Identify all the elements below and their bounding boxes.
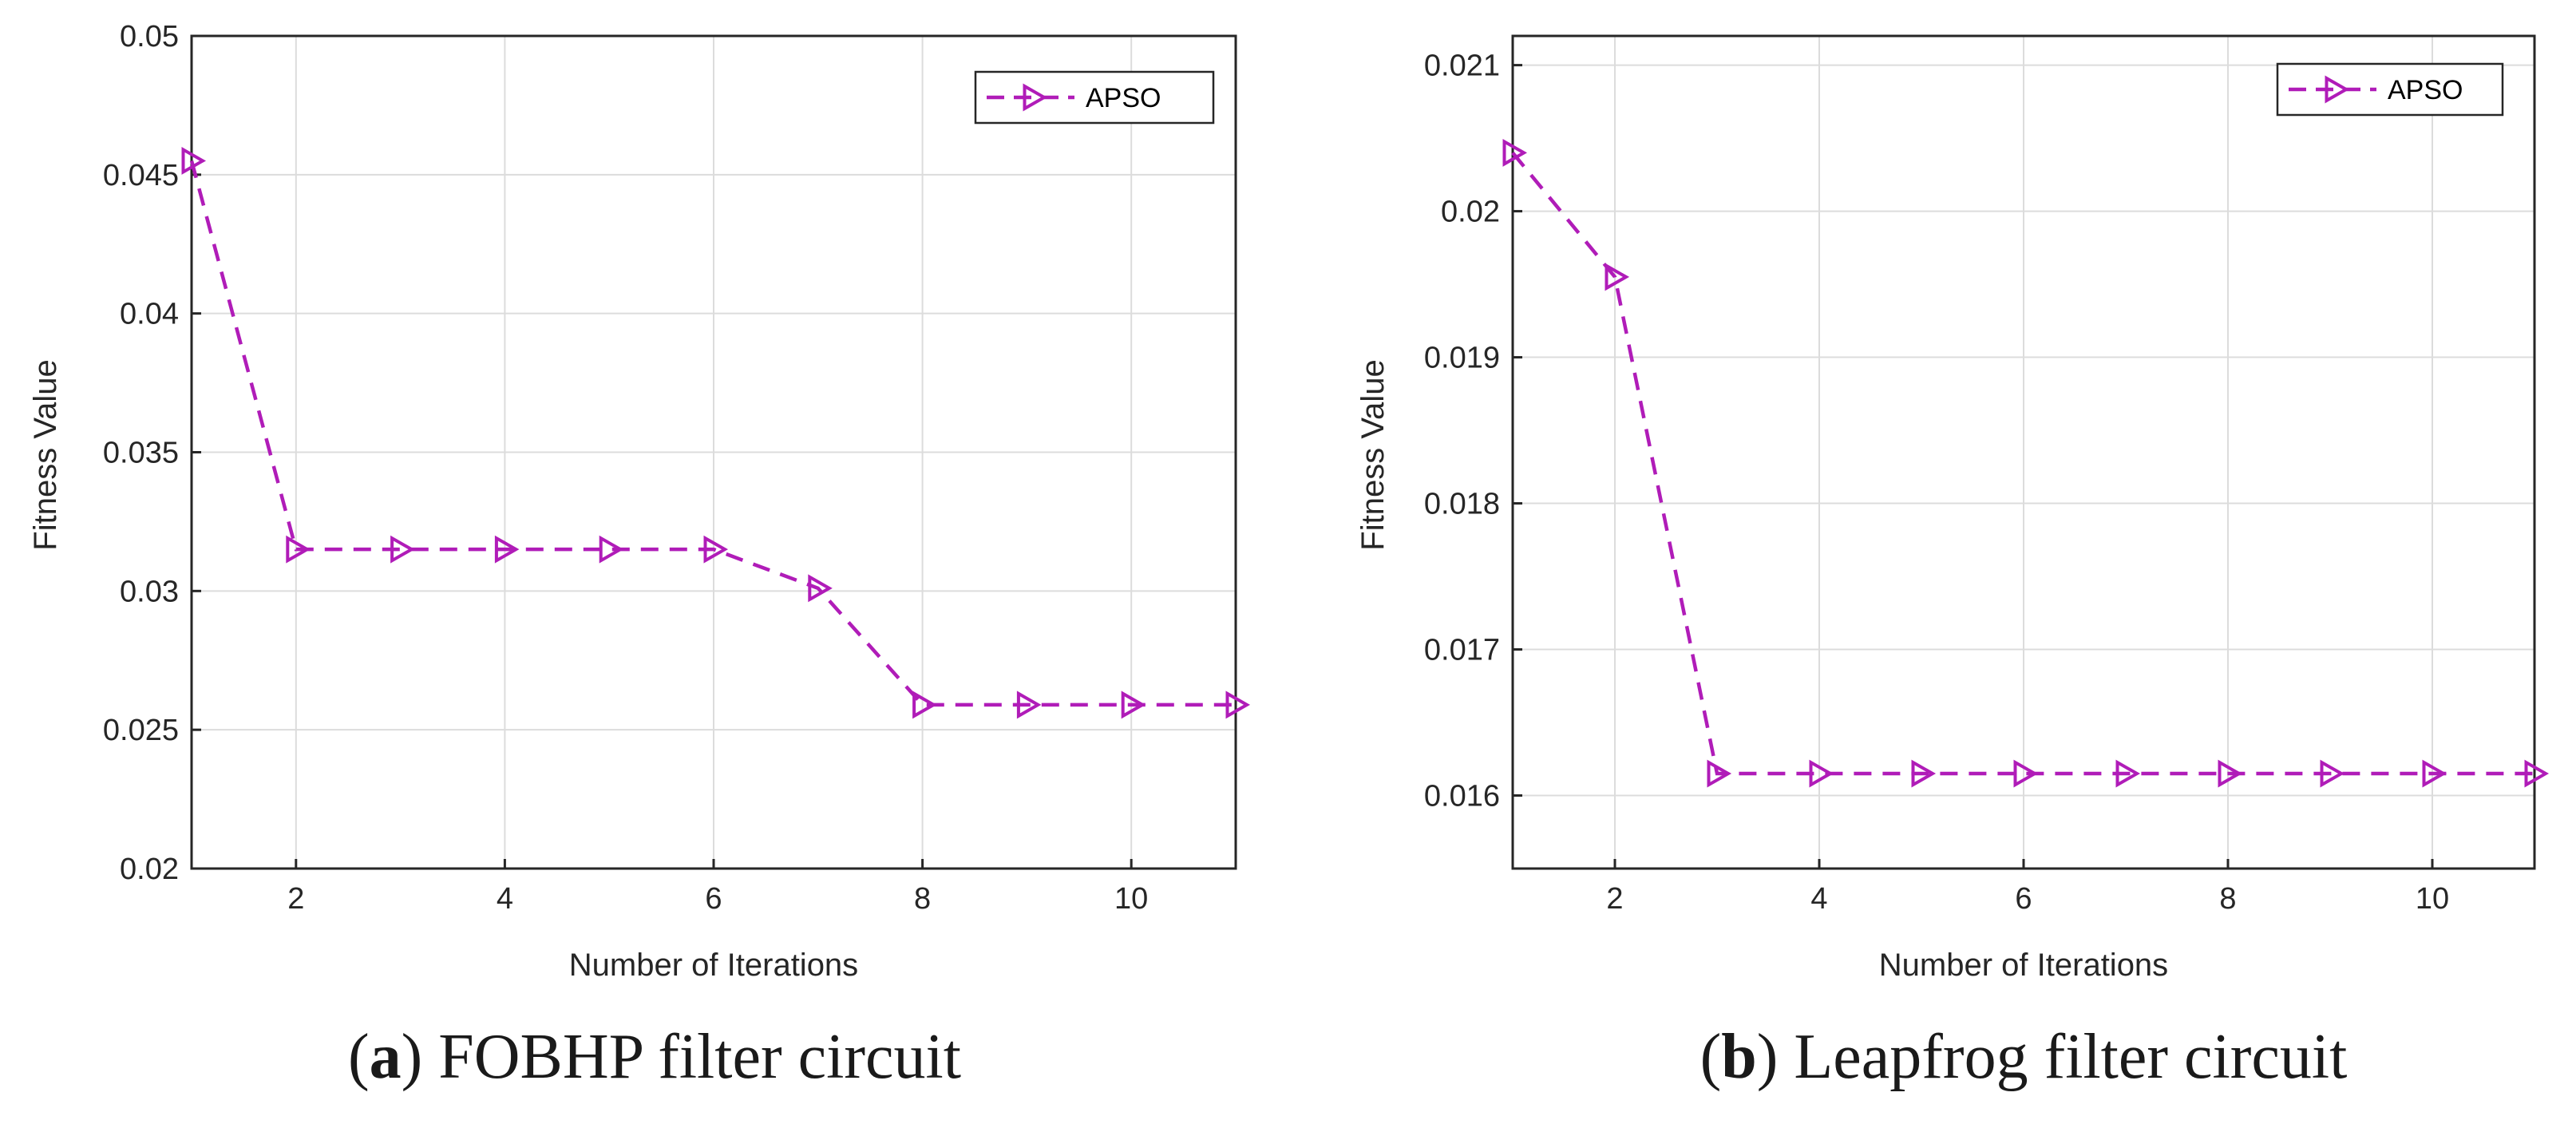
panel-b-y-tick-label: 0.016 bbox=[1424, 780, 1500, 813]
panel-a-series-line-apso bbox=[189, 160, 1236, 707]
panel-a-caption: (a) FOBHP filter circuit bbox=[348, 1022, 961, 1092]
panel-b-data-point bbox=[2218, 759, 2243, 788]
panel-a-legend: APSO bbox=[974, 70, 1215, 125]
panel-a-y-tick-label: 0.045 bbox=[103, 159, 179, 192]
panel-b-grid bbox=[1513, 36, 2534, 869]
panel-b-x-tick-label: 6 bbox=[2015, 882, 2032, 916]
panel-a-data-point bbox=[1016, 691, 1042, 719]
panel-a-data-point bbox=[808, 574, 833, 603]
panel-a-y-tick-label: 0.03 bbox=[120, 575, 179, 608]
panel-b-legend-label: APSO bbox=[2388, 75, 2463, 105]
panel-b-y-tick-label: 0.021 bbox=[1424, 49, 1500, 83]
panel-a-legend-label: APSO bbox=[1086, 83, 1161, 113]
panel-b-data-point bbox=[2013, 759, 2039, 788]
panel-b-series-line-apso bbox=[1511, 151, 2534, 776]
panel-b-y-tick-label: 0.018 bbox=[1424, 488, 1500, 521]
panel-a-x-tick-label: 4 bbox=[497, 882, 513, 916]
panel-a-data-point bbox=[703, 535, 729, 564]
panel-b-caption-letter: b bbox=[1721, 1022, 1757, 1092]
panel-b-legend-marker-sample bbox=[2325, 75, 2350, 104]
chart-panel-a: 2 4 6 8 10 0.02 0.025 0.03 0.035 0.04 0.045 0.05 Num… bbox=[28, 20, 1251, 1092]
panel-a-data-point bbox=[599, 535, 624, 564]
panel-b-legend-box bbox=[2276, 62, 2504, 117]
chart-panel-b: 2 4 6 8 10 0.016 0.017 0.018 0.019 0.02 0.021 Numbe… bbox=[1355, 34, 2550, 1092]
panel-b-y-tick-label: 0.019 bbox=[1424, 342, 1500, 375]
panel-a-data-point bbox=[1225, 691, 1251, 719]
panel-a-y-tick-label: 0.025 bbox=[103, 714, 179, 747]
panel-b-data-point bbox=[1911, 759, 1937, 788]
panel-a-data-point bbox=[1121, 691, 1146, 719]
panel-b-x-tick-label: 4 bbox=[1810, 882, 1827, 916]
panel-b-data-point bbox=[1707, 759, 1732, 788]
panel-a-data-point bbox=[286, 535, 311, 564]
panel-a-x-tick-label: 8 bbox=[914, 882, 931, 916]
panel-a-caption-letter: a bbox=[370, 1022, 402, 1092]
panel-a-y-tick-label: 0.05 bbox=[120, 20, 179, 53]
panel-b-data-point bbox=[2422, 759, 2447, 788]
panel-b-y-tick-label: 0.017 bbox=[1424, 634, 1500, 667]
panel-a-data-point bbox=[390, 535, 415, 564]
panel-b-data-point bbox=[2320, 759, 2345, 788]
panel-b-y-axis-label: Fitness Value bbox=[1355, 359, 1391, 550]
panel-b-caption-text: ) Leapfrog filter circuit bbox=[1757, 1022, 2348, 1092]
panel-a-x-axis-label: Number of Iterations bbox=[569, 948, 858, 983]
panel-b-x-tick-label: 2 bbox=[1606, 882, 1623, 916]
panel-a-x-tick-label: 2 bbox=[287, 882, 304, 916]
panel-b-x-tick-label: 8 bbox=[2219, 882, 2236, 916]
panel-a-caption-text: ) FOBHP filter circuit bbox=[402, 1022, 961, 1092]
panel-a-y-tick-label: 0.02 bbox=[120, 853, 179, 886]
panel-b-caption-open-paren: ( bbox=[1700, 1022, 1722, 1092]
panel-a-legend-marker-sample bbox=[1023, 83, 1048, 112]
panel-b-data-point bbox=[2524, 759, 2550, 788]
panel-a-x-tick-label: 10 bbox=[1114, 882, 1148, 916]
panel-b-data-point bbox=[1502, 138, 1528, 167]
panel-b-data-point bbox=[2115, 759, 2141, 788]
panel-b-legend: APSO bbox=[2276, 62, 2504, 117]
panel-a-data-point bbox=[912, 691, 937, 719]
panel-b-x-axis-label: Number of Iterations bbox=[1879, 948, 2168, 983]
panel-a-y-tick-label: 0.035 bbox=[103, 437, 179, 470]
panel-a-y-axis-label: Fitness Value bbox=[28, 359, 63, 550]
panel-b-x-tick-label: 10 bbox=[2416, 882, 2449, 916]
panel-b-data-point bbox=[1809, 759, 1834, 788]
panel-a-caption-open-paren: ( bbox=[348, 1022, 370, 1092]
panel-a-data-point bbox=[494, 535, 520, 564]
panel-a-y-tick-label: 0.04 bbox=[120, 298, 179, 331]
panel-b-caption: (b) Leapfrog filter circuit bbox=[1700, 1022, 2348, 1092]
panel-a-x-tick-label: 6 bbox=[705, 882, 722, 916]
panel-a-data-point bbox=[181, 147, 207, 175]
panel-b-y-tick-label: 0.02 bbox=[1441, 196, 1500, 229]
panel-b-data-point bbox=[1605, 263, 1630, 291]
